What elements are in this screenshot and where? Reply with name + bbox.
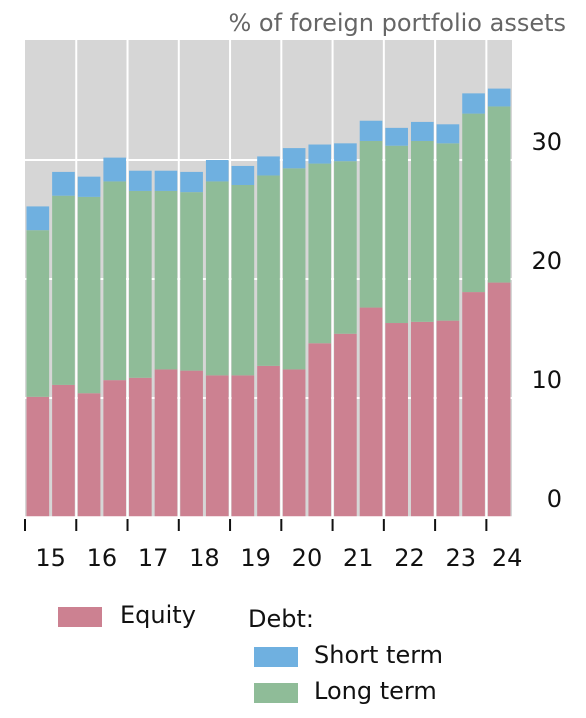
bar-segment	[385, 145, 408, 324]
stacked-bar-chart: 0 10 20 30 15 16 17 18 19 20 21 22 23 24 % of foreign…	[24, 9, 566, 572]
bar-segment	[205, 160, 229, 182]
bar-segment	[487, 106, 511, 283]
bar-segment	[52, 384, 75, 517]
x-tick-label: 21	[343, 544, 374, 572]
bar-segment	[103, 181, 127, 381]
bar-segment	[154, 190, 178, 370]
bar-segment	[436, 320, 460, 517]
bar-segment	[385, 127, 408, 146]
bar-segment	[334, 161, 357, 334]
bar-segment	[231, 375, 255, 517]
equity-legend-label: Equity	[120, 601, 196, 629]
bar-segment	[308, 144, 332, 164]
bar-segment	[334, 333, 357, 517]
bar-segment	[77, 196, 101, 394]
bar-segment	[257, 156, 280, 176]
bar-segment	[180, 171, 203, 193]
bar-segment	[385, 323, 408, 517]
short-term-legend-label: Short term	[314, 641, 444, 669]
bar-segment	[103, 157, 127, 182]
bar-segment	[308, 163, 332, 344]
bar-segment	[410, 321, 434, 517]
bar-segment	[257, 365, 280, 517]
y-tick-label: 20	[531, 247, 562, 275]
bar-segment	[334, 143, 357, 162]
bar-segment	[180, 370, 203, 517]
chart-title: % of foreign portfolio assets	[228, 9, 566, 37]
x-tick-label: 18	[189, 544, 220, 572]
bar-segment	[52, 195, 75, 385]
bar-segment	[308, 343, 332, 517]
x-tick-label: 20	[292, 544, 323, 572]
bar-segment	[359, 307, 383, 517]
bar-segment	[436, 143, 460, 321]
bar-segment	[26, 230, 50, 397]
bar-segment	[282, 148, 306, 169]
long-term-swatch	[254, 683, 298, 703]
short-term-swatch	[254, 647, 298, 667]
bar-segment	[77, 176, 101, 197]
x-tick-label: 19	[240, 544, 271, 572]
bar-segment	[52, 171, 75, 196]
bar-segment	[487, 88, 511, 107]
bar-segment	[410, 121, 434, 141]
bar-segment	[129, 190, 152, 378]
x-tick-label: 15	[35, 544, 66, 572]
bar-segment	[282, 168, 306, 370]
bar-segment	[154, 170, 178, 191]
bar-segment	[103, 380, 127, 517]
bar-segment	[487, 282, 511, 517]
debt-legend-heading: Debt:	[248, 605, 314, 633]
bar-segment	[26, 206, 50, 231]
bar-segment	[462, 93, 485, 114]
x-tick-label: 17	[138, 544, 169, 572]
bar-segment	[205, 181, 229, 376]
bar-segment	[359, 120, 383, 141]
long-term-legend-label: Long term	[314, 677, 437, 705]
bar-segment	[129, 170, 152, 191]
x-tick-label: 16	[87, 544, 118, 572]
bar-segment	[410, 140, 434, 322]
x-tick-label: 23	[445, 544, 476, 572]
bars	[26, 88, 511, 517]
y-tick-label: 30	[531, 128, 562, 156]
bar-segment	[129, 377, 152, 517]
y-tick-label: 0	[547, 485, 562, 513]
bar-segment	[257, 175, 280, 366]
bar-segment	[205, 375, 229, 517]
bar-segment	[436, 124, 460, 144]
equity-swatch	[58, 607, 102, 627]
bar-segment	[26, 396, 50, 517]
x-tick-label: 22	[394, 544, 425, 572]
bar-segment	[77, 393, 101, 517]
bar-segment	[282, 369, 306, 517]
y-tick-label: 10	[531, 366, 562, 394]
bar-segment	[462, 292, 485, 517]
bar-segment	[359, 140, 383, 308]
bar-segment	[231, 184, 255, 376]
bar-segment	[180, 192, 203, 371]
x-tick-label: 24	[492, 544, 523, 572]
bar-segment	[154, 369, 178, 517]
bar-segment	[231, 165, 255, 185]
axes: 0 10 20 30 15 16 17 18 19 20 21 22 23 24	[24, 128, 562, 572]
bar-segment	[462, 113, 485, 293]
